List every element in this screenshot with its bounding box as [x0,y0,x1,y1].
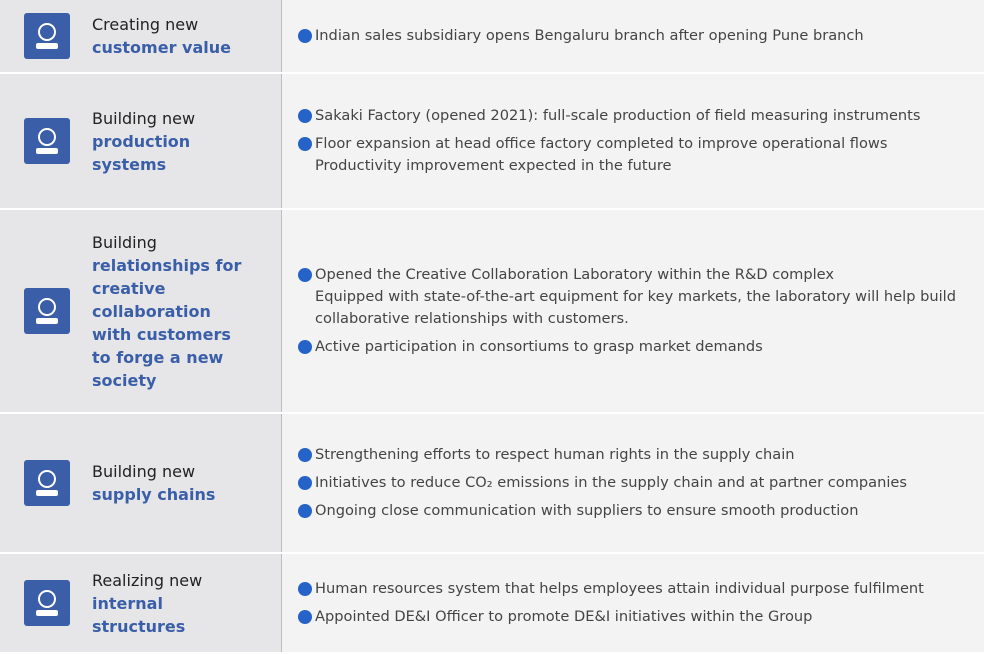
bullet-item: Indian sales subsidiary opens Bengaluru … [298,25,978,47]
bullet-item: Floor expansion at head office factory c… [298,133,978,177]
icon-graphic [24,288,70,334]
label-plain: Building new [92,108,196,128]
label-bold: internal structures [92,593,186,636]
row-label: Creating new customer value [92,13,242,59]
item-text: Floor expansion at head office factory c… [315,135,888,152]
item-text: Indian sales subsidiary opens Bengaluru … [315,27,864,44]
label-cell: Building relationships for creative coll… [0,210,282,412]
bullet-item: Active participation in consortiums to g… [298,336,978,358]
label-plain: Building [92,232,157,252]
table-row: Realizing new internal structures Human r… [0,554,984,654]
table-row: Building new supply chains Strengthening … [0,414,984,554]
bullet-item: Initiatives to reduce CO₂ emissions in t… [298,472,978,494]
label-plain: Creating new [92,15,199,34]
table-row: Building relationships for creative coll… [0,210,984,414]
icon-graphic [24,118,70,164]
items-cell: Human resources system that helps employ… [282,554,984,652]
row-label: Realizing new internal structures [92,569,242,638]
items-cell: Sakaki Factory (opened 2021): full-scale… [282,74,984,208]
table-row: Creating new customer value Indian sales … [0,0,984,74]
bullet-item: Human resources system that helps employ… [298,578,978,600]
row-label: Building new supply chains [92,460,242,506]
items-cell: Opened the Creative Collaboration Labora… [282,210,984,412]
items-cell: Indian sales subsidiary opens Bengaluru … [282,0,984,72]
item-text: Ongoing close communication with supplie… [315,502,859,519]
bullet-item: Appointed DE&I Officer to promote DE&I i… [298,606,978,628]
item-text: Initiatives to reduce CO₂ emissions in t… [315,474,908,491]
item-text: Opened the Creative Collaboration Labora… [315,266,835,283]
label-bold: production systems [92,131,191,174]
items-cell: Strengthening efforts to respect human r… [282,414,984,552]
row-label: Building new production systems [92,107,242,176]
item-text: Productivity improvement expected in the… [315,157,672,174]
icon [24,118,70,164]
label-cell: Creating new customer value [0,0,282,72]
icon-graphic [24,460,70,506]
icon [24,13,70,59]
icon-graphic [24,580,70,626]
label-bold: supply chains [92,485,216,504]
bullet-item: Sakaki Factory (opened 2021): full-scale… [298,105,978,127]
label-cell: Realizing new internal structures [0,554,282,652]
item-text: Equipped with state-of-the-art equipment… [315,288,956,327]
bullet-item: Opened the Creative Collaboration Labora… [298,264,978,330]
label-cell: Building new supply chains [0,414,282,552]
label-bold: customer value [92,38,231,57]
label-plain: Building new [92,462,196,481]
icon [24,460,70,506]
item-text: Human resources system that helps employ… [315,580,924,597]
icon-graphic [24,13,70,59]
bullet-item: Strengthening efforts to respect human r… [298,444,978,466]
item-text: Strengthening efforts to respect human r… [315,446,795,463]
label-plain: Realizing new [92,570,203,590]
item-text: Sakaki Factory (opened 2021): full-scale… [315,107,921,124]
table-row: Building new production systems Sakaki Fa… [0,74,984,210]
item-text: Appointed DE&I Officer to promote DE&I i… [315,608,813,625]
icon [24,580,70,626]
label-bold: relationships for creative collaboration… [92,255,242,390]
icon [24,288,70,334]
item-text: Active participation in consortiums to g… [315,338,763,355]
row-label: Building relationships for creative coll… [92,231,242,392]
label-cell: Building new production systems [0,74,282,208]
bullet-item: Ongoing close communication with supplie… [298,500,978,522]
